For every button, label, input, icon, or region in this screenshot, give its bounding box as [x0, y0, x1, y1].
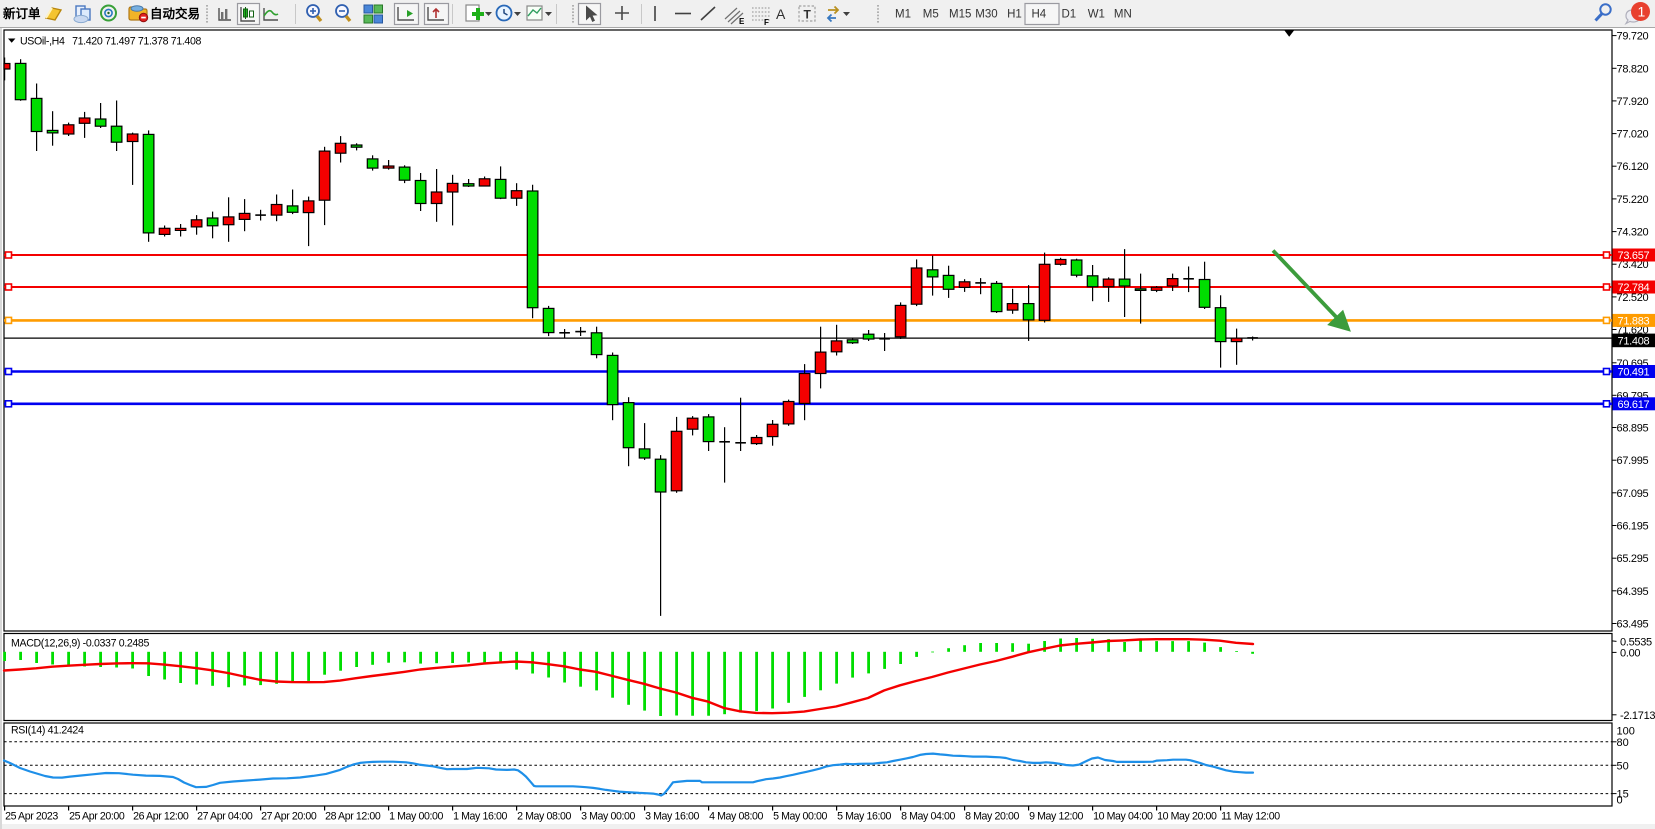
svg-text:67.995: 67.995 — [1617, 455, 1649, 467]
svg-text:77.020: 77.020 — [1617, 129, 1649, 141]
svg-text:26 Apr 12:00: 26 Apr 12:00 — [133, 811, 189, 823]
svg-text:72.784: 72.784 — [1618, 282, 1650, 294]
svg-text:10 May 20:00: 10 May 20:00 — [1157, 811, 1217, 823]
svg-text:8 May 04:00: 8 May 04:00 — [901, 811, 955, 823]
svg-text:25 Apr 20:00: 25 Apr 20:00 — [69, 811, 125, 823]
svg-text:68.895: 68.895 — [1617, 423, 1649, 435]
svg-text:67.095: 67.095 — [1617, 488, 1649, 500]
svg-text:RSI(14) 41.2424: RSI(14) 41.2424 — [11, 724, 84, 736]
svg-text:M5: M5 — [923, 9, 939, 21]
svg-text:1: 1 — [1638, 4, 1646, 20]
svg-text:M1: M1 — [895, 9, 911, 21]
svg-text:M15: M15 — [949, 9, 971, 21]
svg-text:10 May 04:00: 10 May 04:00 — [1093, 811, 1153, 823]
svg-text:0.00: 0.00 — [1620, 647, 1640, 659]
svg-text:3 May 16:00: 3 May 16:00 — [645, 811, 699, 823]
svg-text:100: 100 — [1617, 726, 1635, 738]
svg-text:80: 80 — [1617, 737, 1629, 749]
svg-text:0: 0 — [1617, 794, 1623, 806]
svg-text:73.420: 73.420 — [1617, 259, 1649, 271]
svg-text:H4: H4 — [1032, 9, 1047, 21]
svg-text:66.195: 66.195 — [1617, 521, 1649, 533]
svg-text:11 May 12:00: 11 May 12:00 — [1221, 811, 1280, 823]
svg-text:E: E — [739, 17, 745, 26]
svg-text:D1: D1 — [1062, 9, 1077, 21]
svg-text:27 Apr 20:00: 27 Apr 20:00 — [261, 811, 317, 823]
svg-text:2 May 08:00: 2 May 08:00 — [517, 811, 571, 823]
svg-text:73.657: 73.657 — [1618, 250, 1650, 262]
svg-text:H1: H1 — [1007, 9, 1022, 21]
svg-text:3 May 00:00: 3 May 00:00 — [581, 811, 635, 823]
svg-text:64.395: 64.395 — [1617, 586, 1649, 598]
svg-text:70.491: 70.491 — [1618, 367, 1650, 379]
svg-text:78.820: 78.820 — [1617, 63, 1649, 75]
svg-text:A: A — [776, 6, 786, 22]
svg-text:69.617: 69.617 — [1618, 399, 1650, 411]
svg-text:5 May 16:00: 5 May 16:00 — [837, 811, 891, 823]
svg-text:1 May 16:00: 1 May 16:00 — [453, 811, 507, 823]
svg-text:MN: MN — [1114, 9, 1132, 21]
svg-text:63.495: 63.495 — [1617, 619, 1649, 631]
svg-text:25 Apr 2023: 25 Apr 2023 — [5, 811, 58, 823]
svg-text:15: 15 — [1617, 789, 1629, 801]
svg-text:74.320: 74.320 — [1617, 227, 1649, 239]
svg-text:72.520: 72.520 — [1617, 292, 1649, 304]
svg-text:新订单: 新订单 — [3, 6, 41, 21]
svg-text:-2.1713: -2.1713 — [1620, 710, 1655, 722]
svg-text:M30: M30 — [975, 9, 997, 21]
svg-text:27 Apr 04:00: 27 Apr 04:00 — [197, 811, 253, 823]
svg-text:自动交易: 自动交易 — [150, 6, 200, 21]
svg-text:28 Apr 12:00: 28 Apr 12:00 — [325, 811, 381, 823]
svg-text:76.120: 76.120 — [1617, 161, 1649, 173]
svg-text:75.220: 75.220 — [1617, 194, 1649, 206]
svg-text:9 May 12:00: 9 May 12:00 — [1029, 811, 1083, 823]
svg-text:50: 50 — [1617, 760, 1629, 772]
svg-text:USOil-,H4 71.420 71.497 71.37: USOil-,H4 71.420 71.497 71.378 71.408 — [20, 36, 202, 48]
svg-text:T: T — [804, 8, 812, 22]
svg-text:5 May 00:00: 5 May 00:00 — [773, 811, 827, 823]
svg-text:79.720: 79.720 — [1617, 31, 1649, 43]
svg-text:1 May 00:00: 1 May 00:00 — [389, 811, 443, 823]
svg-text:71.620: 71.620 — [1617, 325, 1649, 337]
svg-text:65.295: 65.295 — [1617, 553, 1649, 565]
svg-text:77.920: 77.920 — [1617, 96, 1649, 108]
svg-text:8 May 20:00: 8 May 20:00 — [965, 811, 1019, 823]
svg-text:71.408: 71.408 — [1618, 336, 1650, 348]
svg-text:W1: W1 — [1088, 9, 1105, 21]
svg-text:0.5535: 0.5535 — [1620, 636, 1652, 648]
svg-text:F: F — [764, 18, 769, 27]
svg-text:71.883: 71.883 — [1618, 316, 1650, 328]
svg-text:MACD(12,26,9) -0.0337 0.2485: MACD(12,26,9) -0.0337 0.2485 — [11, 638, 149, 650]
svg-text:4 May 08:00: 4 May 08:00 — [709, 811, 763, 823]
